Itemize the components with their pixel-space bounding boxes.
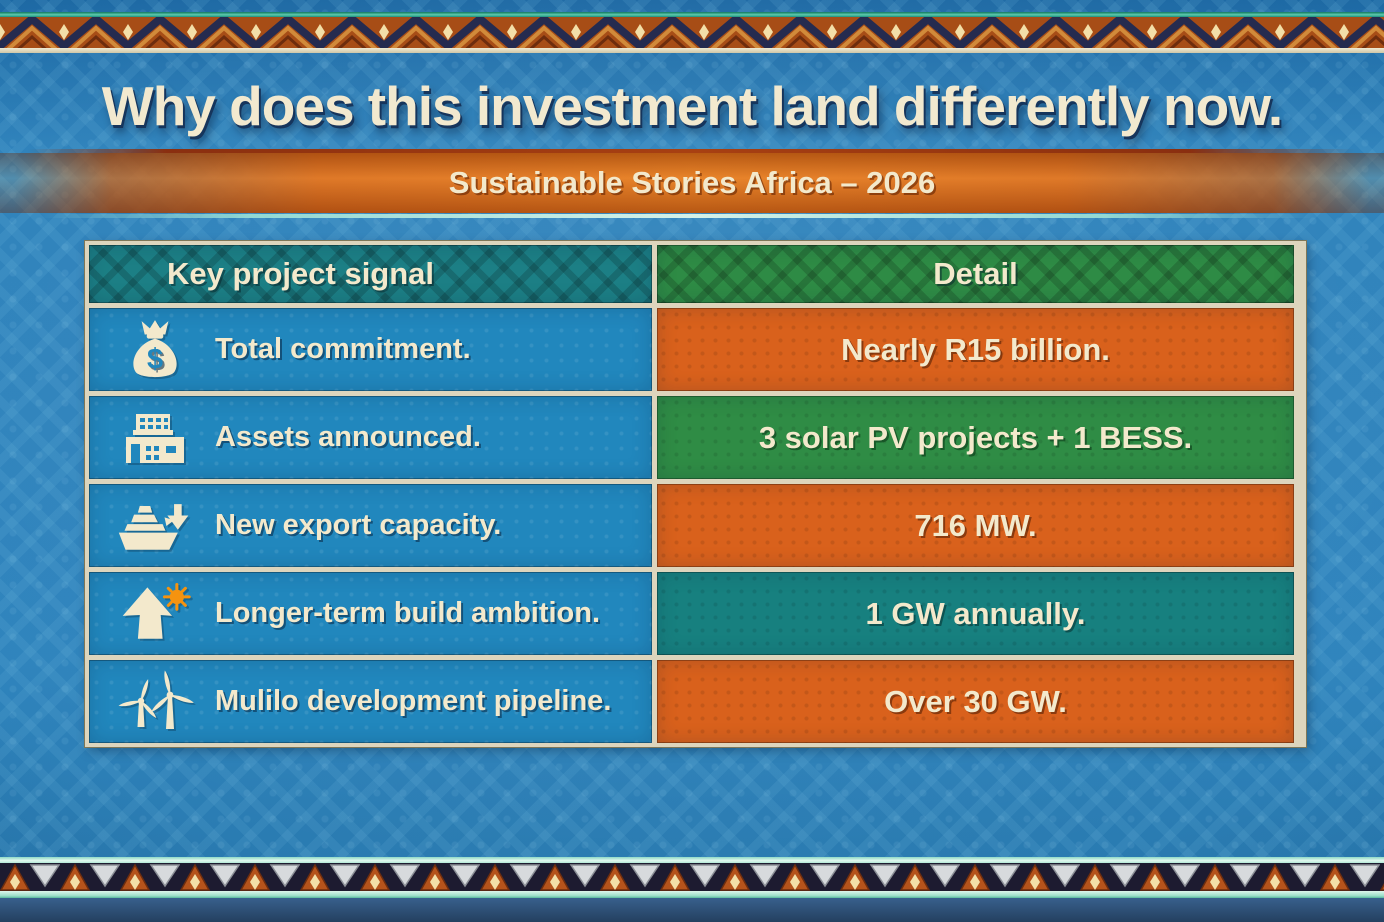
table-row-signal-total-commitment: $ Total commitment. <box>89 308 652 391</box>
signal-label: Assets announced. <box>215 421 481 453</box>
page-title: Why does this investment land differentl… <box>101 75 1283 137</box>
table-row-detail-new-export-capacity: 716 MW. <box>657 484 1294 567</box>
header-detail: Detail <box>657 245 1294 303</box>
top-teal-line <box>0 12 1384 17</box>
table-row-signal-assets-announced: Assets announced. <box>89 396 652 479</box>
subtitle-band-top-line <box>0 149 1384 153</box>
header-detail-label: Detail <box>933 256 1018 291</box>
top-cream-line <box>0 48 1384 53</box>
footer-dark-strip <box>0 898 1384 922</box>
table-row-signal-new-export-capacity: New export capacity. <box>89 484 652 567</box>
money-bag-icon: $ <box>105 317 205 383</box>
subtitle-band: Sustainable Stories Africa – 2026 <box>0 153 1384 213</box>
detail-value: 3 solar PV projects + 1 BESS. <box>758 419 1193 455</box>
ship-export-icon <box>105 497 205 555</box>
growth-arrow-sun-icon <box>105 582 205 646</box>
building-icon <box>105 410 205 466</box>
wind-turbines-icon <box>105 669 205 735</box>
subtitle: Sustainable Stories Africa – 2026 <box>448 165 936 200</box>
detail-value: 1 GW annually. <box>865 595 1086 631</box>
subtitle-band-bottom-line <box>0 214 1384 218</box>
key-signals-table: Key project signal Detail $ Total commit… <box>85 241 1306 747</box>
header-key-project-signal: Key project signal <box>89 245 652 303</box>
table-row-detail-assets-announced: 3 solar PV projects + 1 BESS. <box>657 396 1294 479</box>
top-tribal-border <box>0 17 1384 48</box>
bottom-tribal-border <box>0 863 1384 891</box>
table-row-signal-longer-term-build: Longer-term build ambition. <box>89 572 652 655</box>
tribal-pattern-bottom-icon <box>0 863 1384 891</box>
signal-label: Total commitment. <box>215 333 471 365</box>
detail-value: Over 30 GW. <box>884 683 1067 719</box>
header-signal-label: Key project signal <box>167 256 435 291</box>
table-row-detail-longer-term-build: 1 GW annually. <box>657 572 1294 655</box>
detail-value: Nearly R15 billion. <box>841 331 1110 367</box>
detail-value: 716 MW. <box>914 507 1037 543</box>
table-row-detail-total-commitment: Nearly R15 billion. <box>657 308 1294 391</box>
bottom-mint-line-lower <box>0 891 1384 898</box>
bottom-mint-line-upper <box>0 857 1384 863</box>
table-row-signal-mulilo-pipeline: Mulilo development pipeline. <box>89 660 652 743</box>
tribal-pattern-top-icon <box>0 17 1384 48</box>
table-row-detail-mulilo-pipeline: Over 30 GW. <box>657 660 1294 743</box>
signal-label: New export capacity. <box>215 509 502 541</box>
svg-text:$: $ <box>147 343 163 375</box>
signal-label: Mulilo development pipeline. <box>215 685 612 717</box>
signal-label: Longer-term build ambition. <box>215 597 601 629</box>
